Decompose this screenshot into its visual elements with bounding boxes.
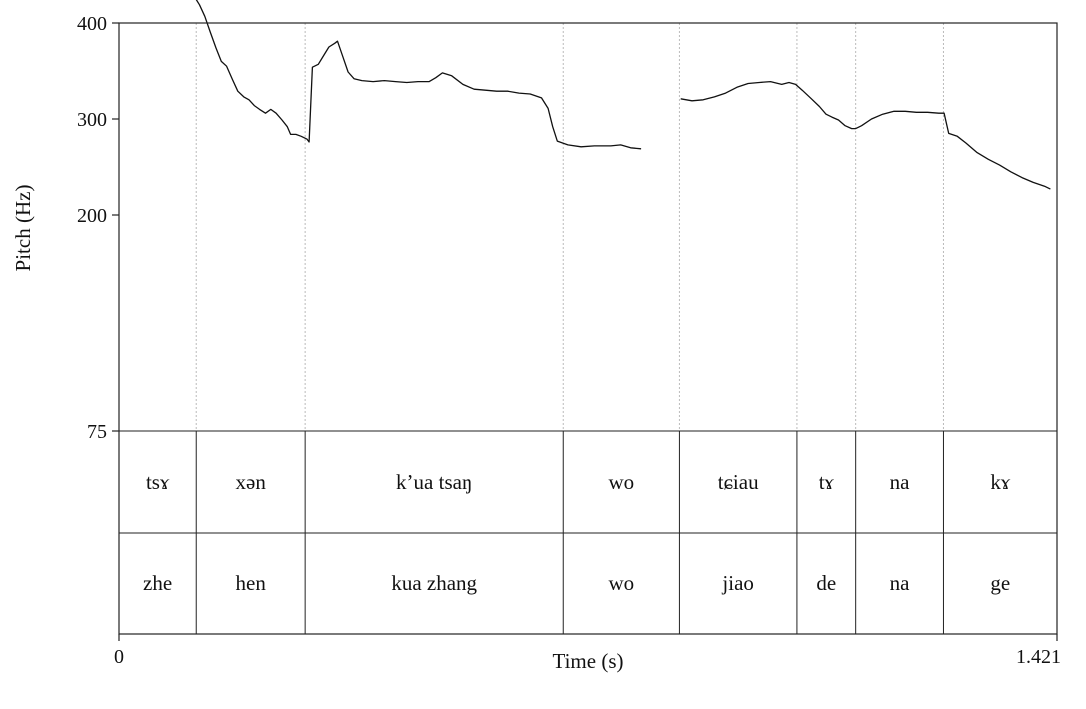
pitch-series [195,0,1051,190]
tier-1-label: tɕiau [718,470,759,494]
x-axis-ticks: 0 1.421 [114,634,1061,668]
tier-1-label: k’ua tsaŋ [396,470,472,494]
y-tick-label: 400 [77,13,107,35]
y-axis-title: Pitch (Hz) [11,185,35,272]
tier-2-label: wo [608,571,634,595]
tier-1-label: kɤ [990,470,1011,494]
tier-2-label: hen [236,571,267,595]
pitch-contour-segment [195,0,642,150]
y-tick-label: 200 [77,205,107,227]
tier-2-label: kua zhang [391,571,477,595]
pitch-contour-segment [680,80,1051,190]
tier-1-label: na [890,470,911,494]
y-tick-label: 300 [77,109,107,131]
tier-dividers [119,430,1057,634]
plot-frame [118,22,1058,635]
x-tick-label: 1.421 [1016,646,1061,668]
tier-1-label: tɤ [819,470,835,494]
y-axis-ticks: 50040030020075 [77,13,119,443]
tier-1-label: tsɤ [146,470,170,494]
x-axis-title: Time (s) [553,649,624,673]
boundary-guides [195,23,944,431]
tier-2-label: de [816,571,836,595]
tier-labels: tsɤ xən k’ua tsaŋ wo tɕiau tɤ na kɤ zhe hen kua zh… [143,470,1011,595]
y-tick-label: 75 [87,421,107,443]
tier-2-label: ge [990,571,1010,595]
tier-2-label: zhe [143,571,172,595]
tier-1-label: xən [236,470,267,494]
tier-2-label: na [890,571,911,595]
tier-1-label: wo [608,470,634,494]
x-tick-label: 0 [114,646,124,668]
tier-2-label: jiao [721,571,754,595]
